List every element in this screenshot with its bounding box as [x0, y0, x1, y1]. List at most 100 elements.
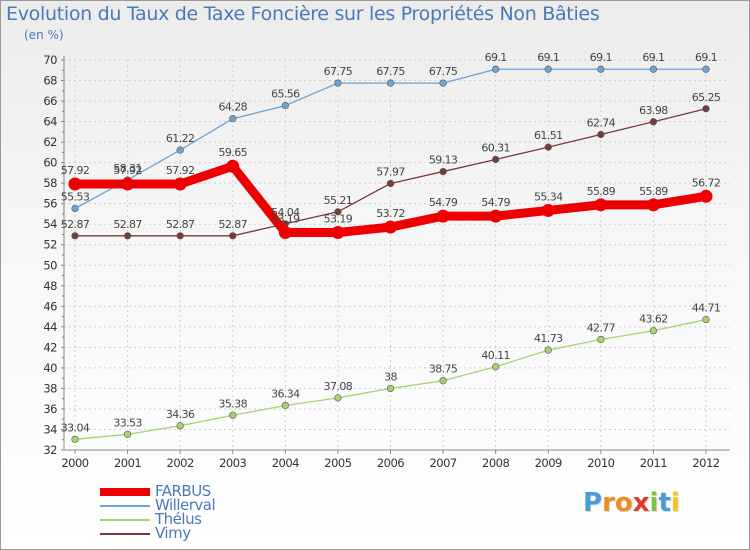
data-point	[597, 130, 605, 139]
y-tick-label: 56	[43, 197, 57, 211]
data-point	[597, 335, 605, 344]
data-point	[649, 65, 658, 73]
data-label: 60.31	[481, 141, 510, 154]
data-point	[439, 167, 447, 176]
legend-label: FARBUS	[155, 482, 211, 500]
data-label: 38	[384, 370, 397, 383]
legend-label: Thélus	[155, 510, 202, 528]
data-label: 35.38	[219, 397, 248, 410]
legend-label: Willerval	[155, 496, 216, 514]
y-tick-label: 62	[43, 135, 57, 149]
data-point	[331, 226, 345, 240]
data-point	[489, 209, 503, 223]
y-tick-label: 36	[43, 402, 57, 416]
data-point	[702, 105, 710, 113]
y-tick-label: 38	[43, 381, 57, 395]
data-label: 52.87	[113, 218, 142, 231]
data-label: 59.13	[429, 154, 458, 167]
data-point	[278, 226, 292, 240]
data-label: 54.79	[429, 196, 458, 209]
data-label: 55.34	[534, 190, 563, 203]
data-point	[229, 232, 237, 240]
unit-label: (en %)	[24, 28, 64, 42]
data-label: 53.72	[376, 207, 405, 220]
data-point	[386, 79, 395, 87]
chart-title: Evolution du Taux de Taxe Foncière sur l…	[6, 3, 600, 25]
gridlines	[64, 59, 730, 451]
y-tick-label: 50	[43, 258, 57, 272]
data-point	[334, 394, 342, 402]
x-tick-label: 2005	[324, 456, 351, 470]
x-tick-label: 2000	[61, 456, 88, 470]
data-label: 58.31	[113, 162, 142, 175]
legend-swatch	[100, 533, 150, 535]
data-point	[699, 189, 713, 203]
data-label: 44.71	[692, 302, 721, 315]
x-tick-label: 2006	[377, 456, 404, 470]
data-label: 55.89	[639, 185, 668, 198]
data-label: 54.79	[481, 196, 510, 209]
x-tick-label: 2012	[692, 456, 719, 470]
data-point	[229, 115, 237, 123]
data-label: 41.73	[534, 332, 563, 345]
data-point	[386, 384, 395, 393]
y-tick-label: 46	[43, 299, 57, 313]
data-point	[492, 65, 500, 73]
data-label: 61.51	[534, 129, 563, 142]
data-label: 53.19	[324, 213, 353, 226]
data-label: 61.22	[166, 132, 195, 145]
y-tick-label: 48	[43, 279, 57, 293]
data-label: 69.1	[537, 51, 559, 64]
data-point	[594, 198, 608, 212]
data-label: 52.87	[61, 218, 90, 231]
data-label: 33.04	[61, 421, 90, 434]
data-point	[384, 220, 397, 234]
data-point	[492, 363, 500, 371]
data-label: 52.87	[166, 218, 195, 231]
data-point	[541, 203, 555, 217]
data-label: 69.1	[642, 51, 664, 64]
series-group: 57.92 57.92 57.92 59.65 53.19 53.19 53.72 54.79…	[61, 51, 721, 443]
data-point	[597, 65, 605, 73]
data-point	[226, 159, 240, 173]
data-label: 63.98	[639, 104, 668, 117]
data-label: 56.72	[692, 176, 721, 189]
data-label: 67.75	[376, 65, 405, 78]
data-label: 42.77	[587, 321, 616, 334]
data-label: 53.19	[271, 213, 300, 226]
logo-letter: i	[670, 488, 680, 518]
data-point	[334, 208, 342, 216]
data-point	[702, 315, 710, 324]
data-point	[176, 422, 184, 430]
data-point	[646, 198, 660, 212]
x-tick-label: 2003	[219, 456, 246, 470]
data-label: 54.04	[271, 206, 300, 219]
data-label: 59.65	[219, 146, 248, 159]
data-label: 69.1	[485, 51, 507, 64]
x-tick-label: 2001	[114, 456, 141, 470]
logo-letter: t	[658, 488, 671, 518]
data-point	[173, 177, 187, 191]
x-tick-label: 2007	[429, 456, 456, 470]
x-tick-label: 2004	[272, 456, 299, 470]
data-point	[649, 118, 658, 126]
data-label: 57.92	[113, 164, 142, 177]
data-label: 67.75	[324, 65, 353, 78]
y-tick-label: 42	[43, 340, 57, 354]
logo-letter: i	[649, 488, 659, 518]
data-point	[123, 430, 132, 438]
data-label: 65.56	[271, 88, 300, 101]
y-tick-label: 52	[43, 238, 57, 252]
data-point	[439, 377, 447, 385]
data-label: 69.1	[590, 51, 612, 64]
y-tick-label: 66	[43, 94, 57, 108]
y-tick-label: 34	[43, 422, 57, 436]
data-point	[436, 209, 450, 223]
data-point	[71, 204, 79, 213]
data-point	[123, 232, 132, 240]
y-tick-label: 60	[43, 156, 57, 170]
data-label: 34.36	[166, 408, 195, 421]
y-tick-label: 40	[43, 361, 57, 375]
